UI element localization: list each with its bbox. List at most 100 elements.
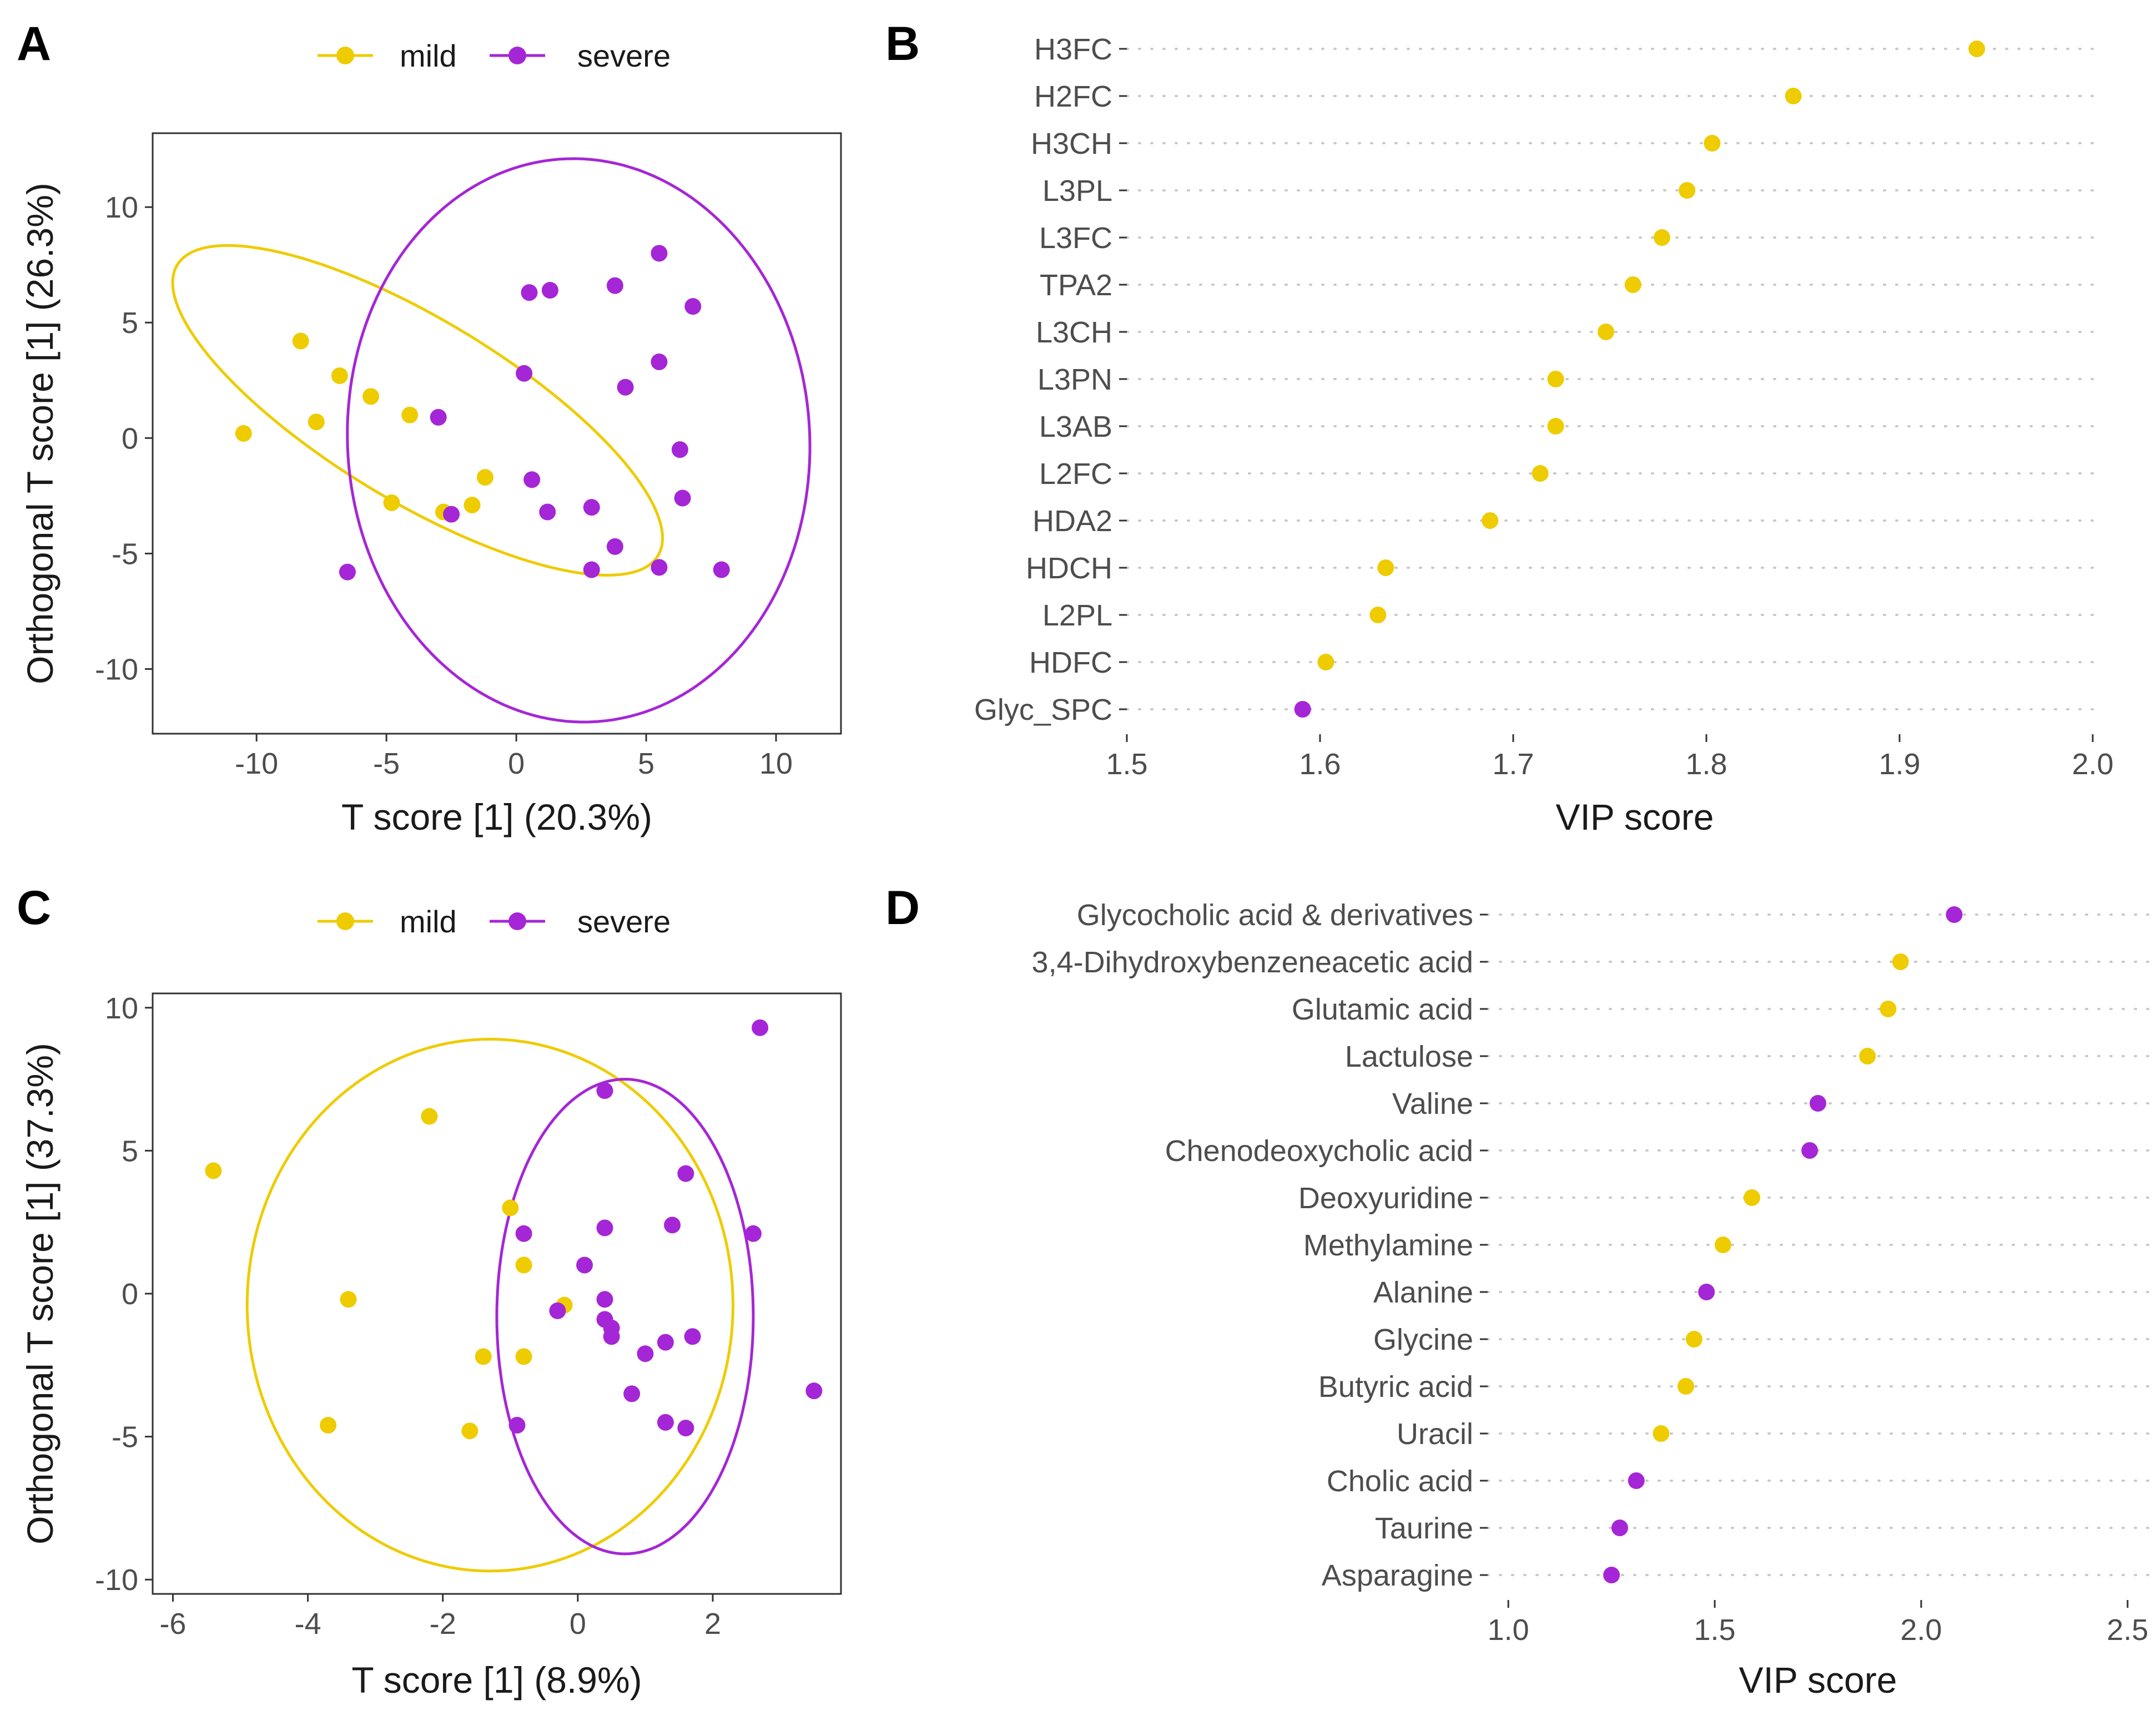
- mild-point: [383, 494, 400, 511]
- category-label: TPA2: [1040, 269, 1112, 302]
- mild-vip-point: [1377, 559, 1394, 576]
- x-tick-label: 1.5: [1694, 1613, 1736, 1647]
- severe-point: [617, 378, 634, 396]
- legend-severe-dot: [508, 47, 526, 64]
- category-label: HDCH: [1026, 552, 1112, 585]
- category-label: HDFC: [1029, 646, 1112, 679]
- severe-vip-point: [1628, 1472, 1645, 1489]
- panel-a-y-title: Orthogonal T score [1] (26.3%): [19, 183, 61, 684]
- category-label: Deoxyuridine: [1298, 1182, 1473, 1215]
- mild-point: [461, 1422, 478, 1440]
- severe-vip-point: [1603, 1567, 1620, 1583]
- mild-point: [464, 497, 481, 514]
- category-label: Chenodeoxycholic acid: [1165, 1134, 1473, 1168]
- severe-point: [430, 408, 447, 426]
- severe-point: [339, 563, 356, 581]
- category-label: L3PN: [1037, 363, 1112, 396]
- x-tick-label: -5: [373, 747, 400, 780]
- severe-point: [606, 277, 623, 294]
- y-tick-label: -10: [95, 653, 138, 686]
- severe-vip-point: [1294, 701, 1311, 718]
- category-label: Taurine: [1375, 1512, 1473, 1545]
- panel-a-points: [235, 245, 730, 581]
- severe-point: [521, 284, 538, 301]
- severe-point: [508, 1417, 526, 1434]
- mild-point: [475, 1348, 492, 1365]
- category-label: Glyc_SPC: [974, 693, 1112, 726]
- severe-point: [671, 441, 688, 458]
- category-label: Alanine: [1373, 1276, 1473, 1309]
- severe-point: [651, 559, 668, 576]
- severe-vip-point: [1698, 1284, 1715, 1300]
- category-label: L3PL: [1042, 174, 1112, 208]
- severe-point: [805, 1382, 823, 1400]
- x-tick-label: 2.0: [2072, 748, 2113, 781]
- severe-point: [677, 1165, 694, 1182]
- mild-vip-point: [1317, 654, 1334, 670]
- severe-point: [549, 1302, 566, 1319]
- panel-c-x-title: T score [1] (8.9%): [351, 1659, 642, 1700]
- severe-point: [657, 1414, 674, 1431]
- mild-ellipse: [245, 1037, 734, 1573]
- mild-vip-point: [1369, 607, 1387, 623]
- severe-point: [606, 538, 623, 555]
- x-tick-label: -4: [295, 1607, 321, 1641]
- y-tick-label: 10: [105, 191, 138, 224]
- severe-point: [596, 1291, 613, 1308]
- x-tick-label: 0: [570, 1607, 586, 1641]
- mild-ellipse: [171, 244, 664, 577]
- severe-vip-point: [1946, 906, 1963, 923]
- x-tick-label: -10: [235, 747, 278, 780]
- panel-a-tag: A: [17, 17, 51, 70]
- panel-c-y-ticks: 10 5 0 -5 -10: [95, 992, 153, 1597]
- x-tick-label: 1.5: [1106, 748, 1147, 781]
- severe-point: [583, 499, 600, 516]
- panel-b-category-labels: H3FC H2FC H3CH L3PL L3FC TPA2 L3CH L3PN L3AB L2FC…: [974, 33, 1127, 726]
- category-label: Asparagine: [1322, 1559, 1473, 1592]
- severe-point: [684, 1328, 701, 1345]
- panel-a-legend: mild severe: [318, 38, 671, 73]
- severe-point: [713, 561, 730, 578]
- category-label: Lactulose: [1345, 1040, 1473, 1073]
- mild-vip-point: [1547, 418, 1564, 435]
- y-tick-label: -5: [112, 1421, 138, 1454]
- x-tick-label: 1.7: [1492, 748, 1534, 781]
- panel-c-legend: mild severe: [318, 904, 671, 939]
- y-tick-label: 5: [122, 306, 138, 340]
- x-tick-label: -2: [430, 1607, 456, 1641]
- severe-point: [596, 1219, 613, 1236]
- y-tick-label: -10: [95, 1563, 138, 1597]
- panel-b-x-title: VIP score: [1556, 796, 1714, 837]
- x-tick-label: 1.6: [1299, 748, 1341, 781]
- mild-point: [515, 1256, 532, 1274]
- category-label: Glutamic acid: [1292, 993, 1473, 1026]
- category-label: H2FC: [1034, 80, 1112, 113]
- mild-vip-point: [1892, 953, 1909, 970]
- panel-d-tag: D: [885, 881, 920, 935]
- severe-point: [541, 281, 558, 299]
- mild-point: [502, 1199, 519, 1217]
- x-tick-label: 2.0: [1900, 1613, 1942, 1647]
- mild-point: [235, 425, 252, 442]
- category-label: Uracil: [1397, 1417, 1473, 1451]
- severe-point: [623, 1385, 641, 1402]
- severe-ellipse: [495, 1078, 755, 1556]
- category-label: L3CH: [1036, 316, 1112, 349]
- y-tick-label: 0: [122, 422, 138, 455]
- panel-c-y-title: Orthogonal T score [1] (37.3%): [19, 1043, 61, 1545]
- category-label: Glycocholic acid & derivatives: [1077, 899, 1473, 932]
- legend-severe-label: severe: [577, 38, 671, 73]
- mild-point: [515, 1348, 532, 1365]
- severe-point: [744, 1225, 762, 1242]
- y-tick-label: -5: [112, 537, 138, 571]
- x-tick-label: 1.8: [1685, 748, 1727, 781]
- x-tick-label: 10: [759, 747, 793, 780]
- panel-b-gridlines: [1126, 48, 2094, 710]
- panel-c: C mild severe -6 -4 -2 0 2 10 5 0 -5 -10 T score…: [17, 881, 842, 1700]
- mild-vip-point: [1685, 1331, 1702, 1347]
- x-tick-label: 1.9: [1878, 748, 1920, 781]
- mild-point: [401, 406, 419, 423]
- panel-b-points: [1294, 41, 1986, 718]
- severe-point: [637, 1345, 654, 1362]
